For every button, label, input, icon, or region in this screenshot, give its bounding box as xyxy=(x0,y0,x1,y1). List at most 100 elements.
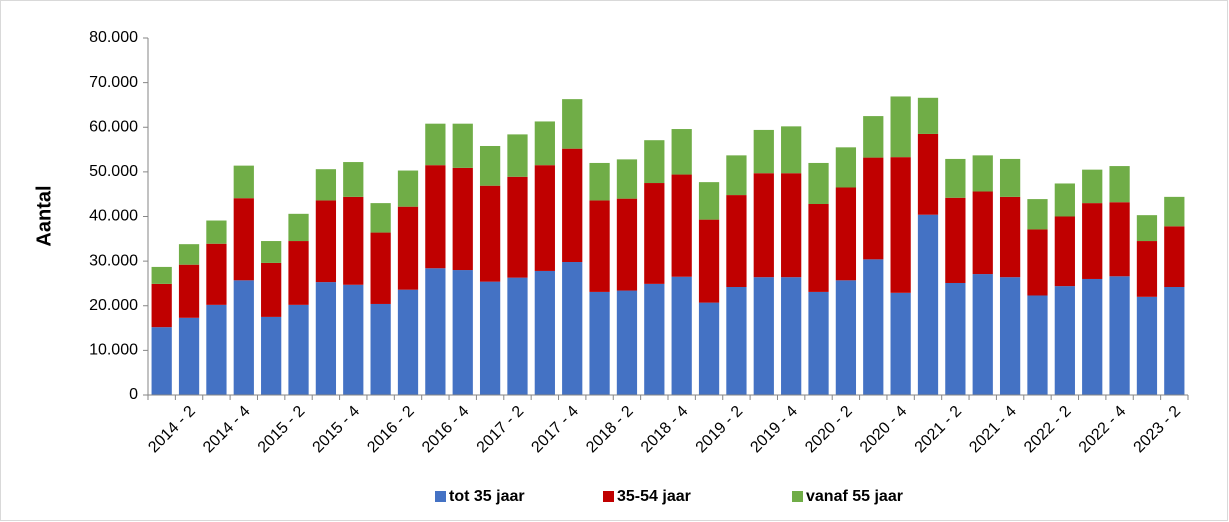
bar-segment xyxy=(1054,286,1075,395)
bar-segment xyxy=(589,200,610,292)
bar-segment xyxy=(589,162,610,201)
bar-segment xyxy=(1136,215,1158,242)
y-tick-label: 50.000 xyxy=(89,163,138,180)
bar-segment xyxy=(288,213,309,242)
bar-segment xyxy=(1164,287,1185,395)
bar-segment xyxy=(452,167,473,271)
bar-segment xyxy=(1027,229,1048,296)
bar-segment xyxy=(589,291,610,395)
bar-segment xyxy=(534,270,555,395)
bar-segment xyxy=(644,283,665,395)
bar-segment xyxy=(1082,169,1103,204)
bar-segment xyxy=(534,165,555,271)
bar-segment xyxy=(863,259,884,395)
bar-segment xyxy=(206,220,227,244)
bar-segment xyxy=(726,195,747,288)
bar-segment xyxy=(233,280,254,395)
legend-swatch xyxy=(603,491,614,502)
bar-segment xyxy=(425,165,446,269)
bar-segment xyxy=(781,277,802,395)
y-tick-label: 70.000 xyxy=(89,74,138,91)
bar-segment xyxy=(671,276,692,395)
bar-segment xyxy=(425,268,446,395)
y-tick-label: 10.000 xyxy=(89,342,138,359)
bar-segment xyxy=(370,203,391,233)
bar-segment xyxy=(753,277,774,395)
bar-segment xyxy=(507,134,528,177)
bar-segment xyxy=(1027,199,1048,230)
legend-swatch xyxy=(435,491,446,502)
bar-segment xyxy=(479,145,501,186)
bar-segment xyxy=(945,282,966,395)
bar-segment xyxy=(890,96,911,158)
bar-segment xyxy=(343,284,364,395)
bar-segment xyxy=(972,191,993,275)
bar-segment xyxy=(562,262,583,395)
y-tick-label: 80.000 xyxy=(89,29,138,46)
bar-segment xyxy=(890,292,911,395)
bar-segment xyxy=(890,157,911,293)
bar-segment xyxy=(261,316,282,395)
legend-label: tot 35 jaar xyxy=(449,488,525,505)
bar-segment xyxy=(808,291,829,395)
bar-segment xyxy=(261,262,282,317)
bar-segment xyxy=(452,270,473,395)
bar-segment xyxy=(999,196,1021,278)
legend-swatch xyxy=(792,491,803,502)
bar-segment xyxy=(644,140,665,184)
bar-segment xyxy=(206,304,227,395)
bar-segment xyxy=(1027,295,1048,395)
bar-segment xyxy=(616,159,638,199)
bar-segment xyxy=(917,133,939,215)
bar-segment xyxy=(1082,203,1103,279)
bar-segment xyxy=(753,129,774,174)
bar-segment xyxy=(562,99,583,149)
bar-segment xyxy=(972,274,993,395)
bar-segment xyxy=(671,129,692,175)
bar-segment xyxy=(479,281,501,395)
bar-segment xyxy=(343,196,364,285)
bar-segment xyxy=(1136,296,1158,395)
bar-segment xyxy=(945,158,966,198)
bar-segment xyxy=(1109,202,1130,277)
bar-segment xyxy=(698,219,720,303)
bar-segment xyxy=(562,148,583,263)
bar-segment xyxy=(616,290,638,395)
bar-segment xyxy=(616,198,638,291)
bar-segment xyxy=(397,170,419,207)
bar-segment xyxy=(835,147,857,188)
bar-segment xyxy=(781,126,802,174)
bar-segment xyxy=(315,282,337,395)
bar-segment xyxy=(835,280,857,395)
y-tick-label: 0 xyxy=(129,386,138,403)
bar-segment xyxy=(698,302,720,395)
bar-segment xyxy=(397,289,419,395)
legend-label: vanaf 55 jaar xyxy=(806,488,903,505)
bar-segment xyxy=(1109,166,1130,203)
bar-segment xyxy=(178,317,200,395)
bar-segment xyxy=(1054,183,1075,217)
bar-segment xyxy=(233,165,254,199)
bar-segment xyxy=(425,123,446,166)
bar-segment xyxy=(945,197,966,283)
bar-segment xyxy=(479,185,501,282)
legend-label: 35-54 jaar xyxy=(617,488,691,505)
bar-segment xyxy=(397,206,419,290)
bar-segment xyxy=(753,173,774,278)
bar-segment xyxy=(151,327,172,395)
y-tick-label: 40.000 xyxy=(89,208,138,225)
bar-segment xyxy=(151,283,172,328)
bar-segment xyxy=(261,241,282,263)
bar-segment xyxy=(452,123,473,168)
bar-segment xyxy=(370,232,391,304)
bar-segment xyxy=(863,116,884,158)
bar-segment xyxy=(370,303,391,395)
bar-segment xyxy=(315,200,337,283)
bar-segment xyxy=(315,169,337,201)
bar-segment xyxy=(972,155,993,192)
bar-segment xyxy=(808,204,829,292)
bar-segment xyxy=(206,243,227,305)
bar-segment xyxy=(917,214,939,395)
